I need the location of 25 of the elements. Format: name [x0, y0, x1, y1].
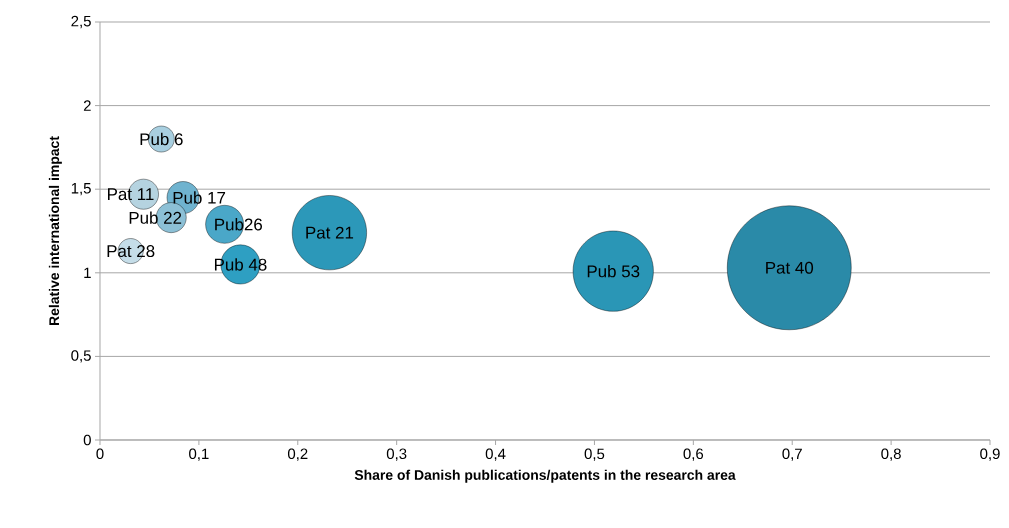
y-tick-label: 1	[84, 267, 91, 278]
x-tick-label: 0,3	[386, 448, 407, 461]
x-axis-title: Share of Danish publications/patents in the research area	[354, 469, 736, 483]
y-axis-title: Relative international impact	[48, 136, 62, 326]
x-tick-label: 0,7	[782, 448, 802, 461]
x-tick-label: 0,5	[584, 448, 605, 461]
y-tick-label: 2	[83, 100, 91, 111]
y-tick-label: 0	[83, 434, 91, 446]
annotation: Pat 11	[108, 188, 154, 201]
annotation: Pub 22	[129, 211, 182, 224]
x-tick-label: 0,9	[980, 448, 1000, 461]
annotation: Pub 6	[140, 132, 183, 146]
annotation: Pat 21	[306, 226, 354, 239]
annotation: Pub 53	[587, 264, 640, 278]
x-tick-label: 0,2	[287, 448, 308, 461]
y-tick-label: 1,5	[71, 183, 91, 196]
x-tick-label: 0,6	[683, 448, 704, 461]
x-tick-label: 0,4	[485, 448, 506, 461]
x-tick-label: 0,8	[881, 448, 901, 461]
y-tick-label: 0,5	[71, 350, 91, 363]
x-tick-label: 0,1	[189, 448, 209, 461]
y-tick-label: 2,5	[71, 15, 91, 29]
x-tick-label: 0	[96, 448, 104, 460]
annotation: Pat 40	[766, 261, 814, 274]
annotation: Pat 28	[107, 245, 155, 258]
